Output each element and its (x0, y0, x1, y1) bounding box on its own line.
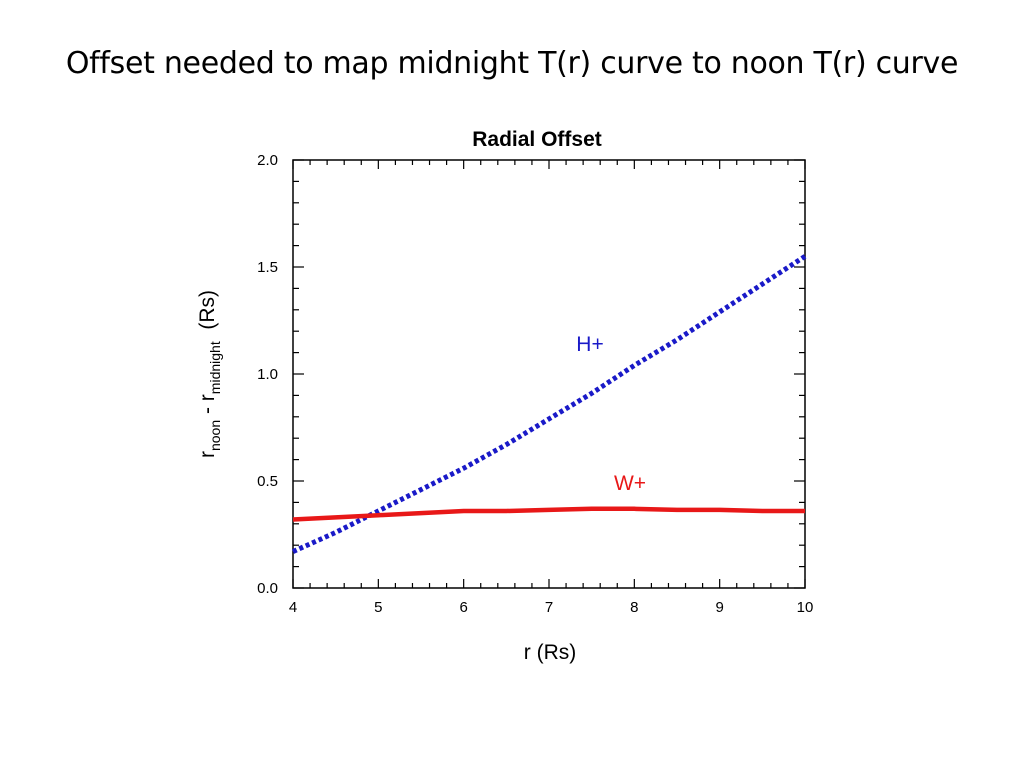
series-labels: H+ W+ (576, 333, 646, 495)
x-axis-title: r (Rs) (524, 641, 576, 664)
y-axis-title-dash: - (196, 401, 219, 420)
series-layer (291, 254, 807, 554)
chart-title: Radial Offset (472, 128, 602, 151)
y-axis-title-sub2: midnight (207, 341, 223, 394)
axis-ticks (292, 159, 806, 589)
x-tick-label: 4 (289, 599, 297, 616)
x-tick-label: 5 (374, 599, 382, 616)
y-axis-title: rnoon - rmidnight (Rs) (196, 290, 223, 458)
x-tick-label: 7 (545, 599, 553, 616)
y-axis-title-sub1: noon (207, 420, 223, 451)
y-tick-label: 1.0 (257, 366, 278, 383)
plot-frame (292, 159, 806, 589)
y-tick-label: 2.0 (257, 152, 278, 169)
y-tick-label: 0.0 (257, 580, 278, 597)
x-tick-label: 8 (630, 599, 638, 616)
x-tick-label: 10 (797, 599, 814, 616)
series-line-h-plus (291, 254, 807, 554)
x-tick-label: 9 (715, 599, 723, 616)
y-axis-title-r2: r (196, 394, 219, 401)
tick-labels: 4 5 6 7 8 9 10 0.0 0.5 1.0 1.5 2.0 (257, 152, 813, 616)
series-label-h-plus: H+ (576, 333, 603, 356)
series-line-w-plus (292, 506, 805, 522)
y-tick-label: 1.5 (257, 259, 278, 276)
y-axis-title-r1: r (196, 451, 219, 458)
slide-title: Offset needed to map midnight T(r) curve… (65, 46, 959, 81)
series-label-w-plus: W+ (614, 472, 646, 495)
y-tick-label: 0.5 (257, 473, 278, 490)
y-axis-title-unit: (Rs) (196, 290, 219, 341)
x-tick-label: 6 (459, 599, 467, 616)
